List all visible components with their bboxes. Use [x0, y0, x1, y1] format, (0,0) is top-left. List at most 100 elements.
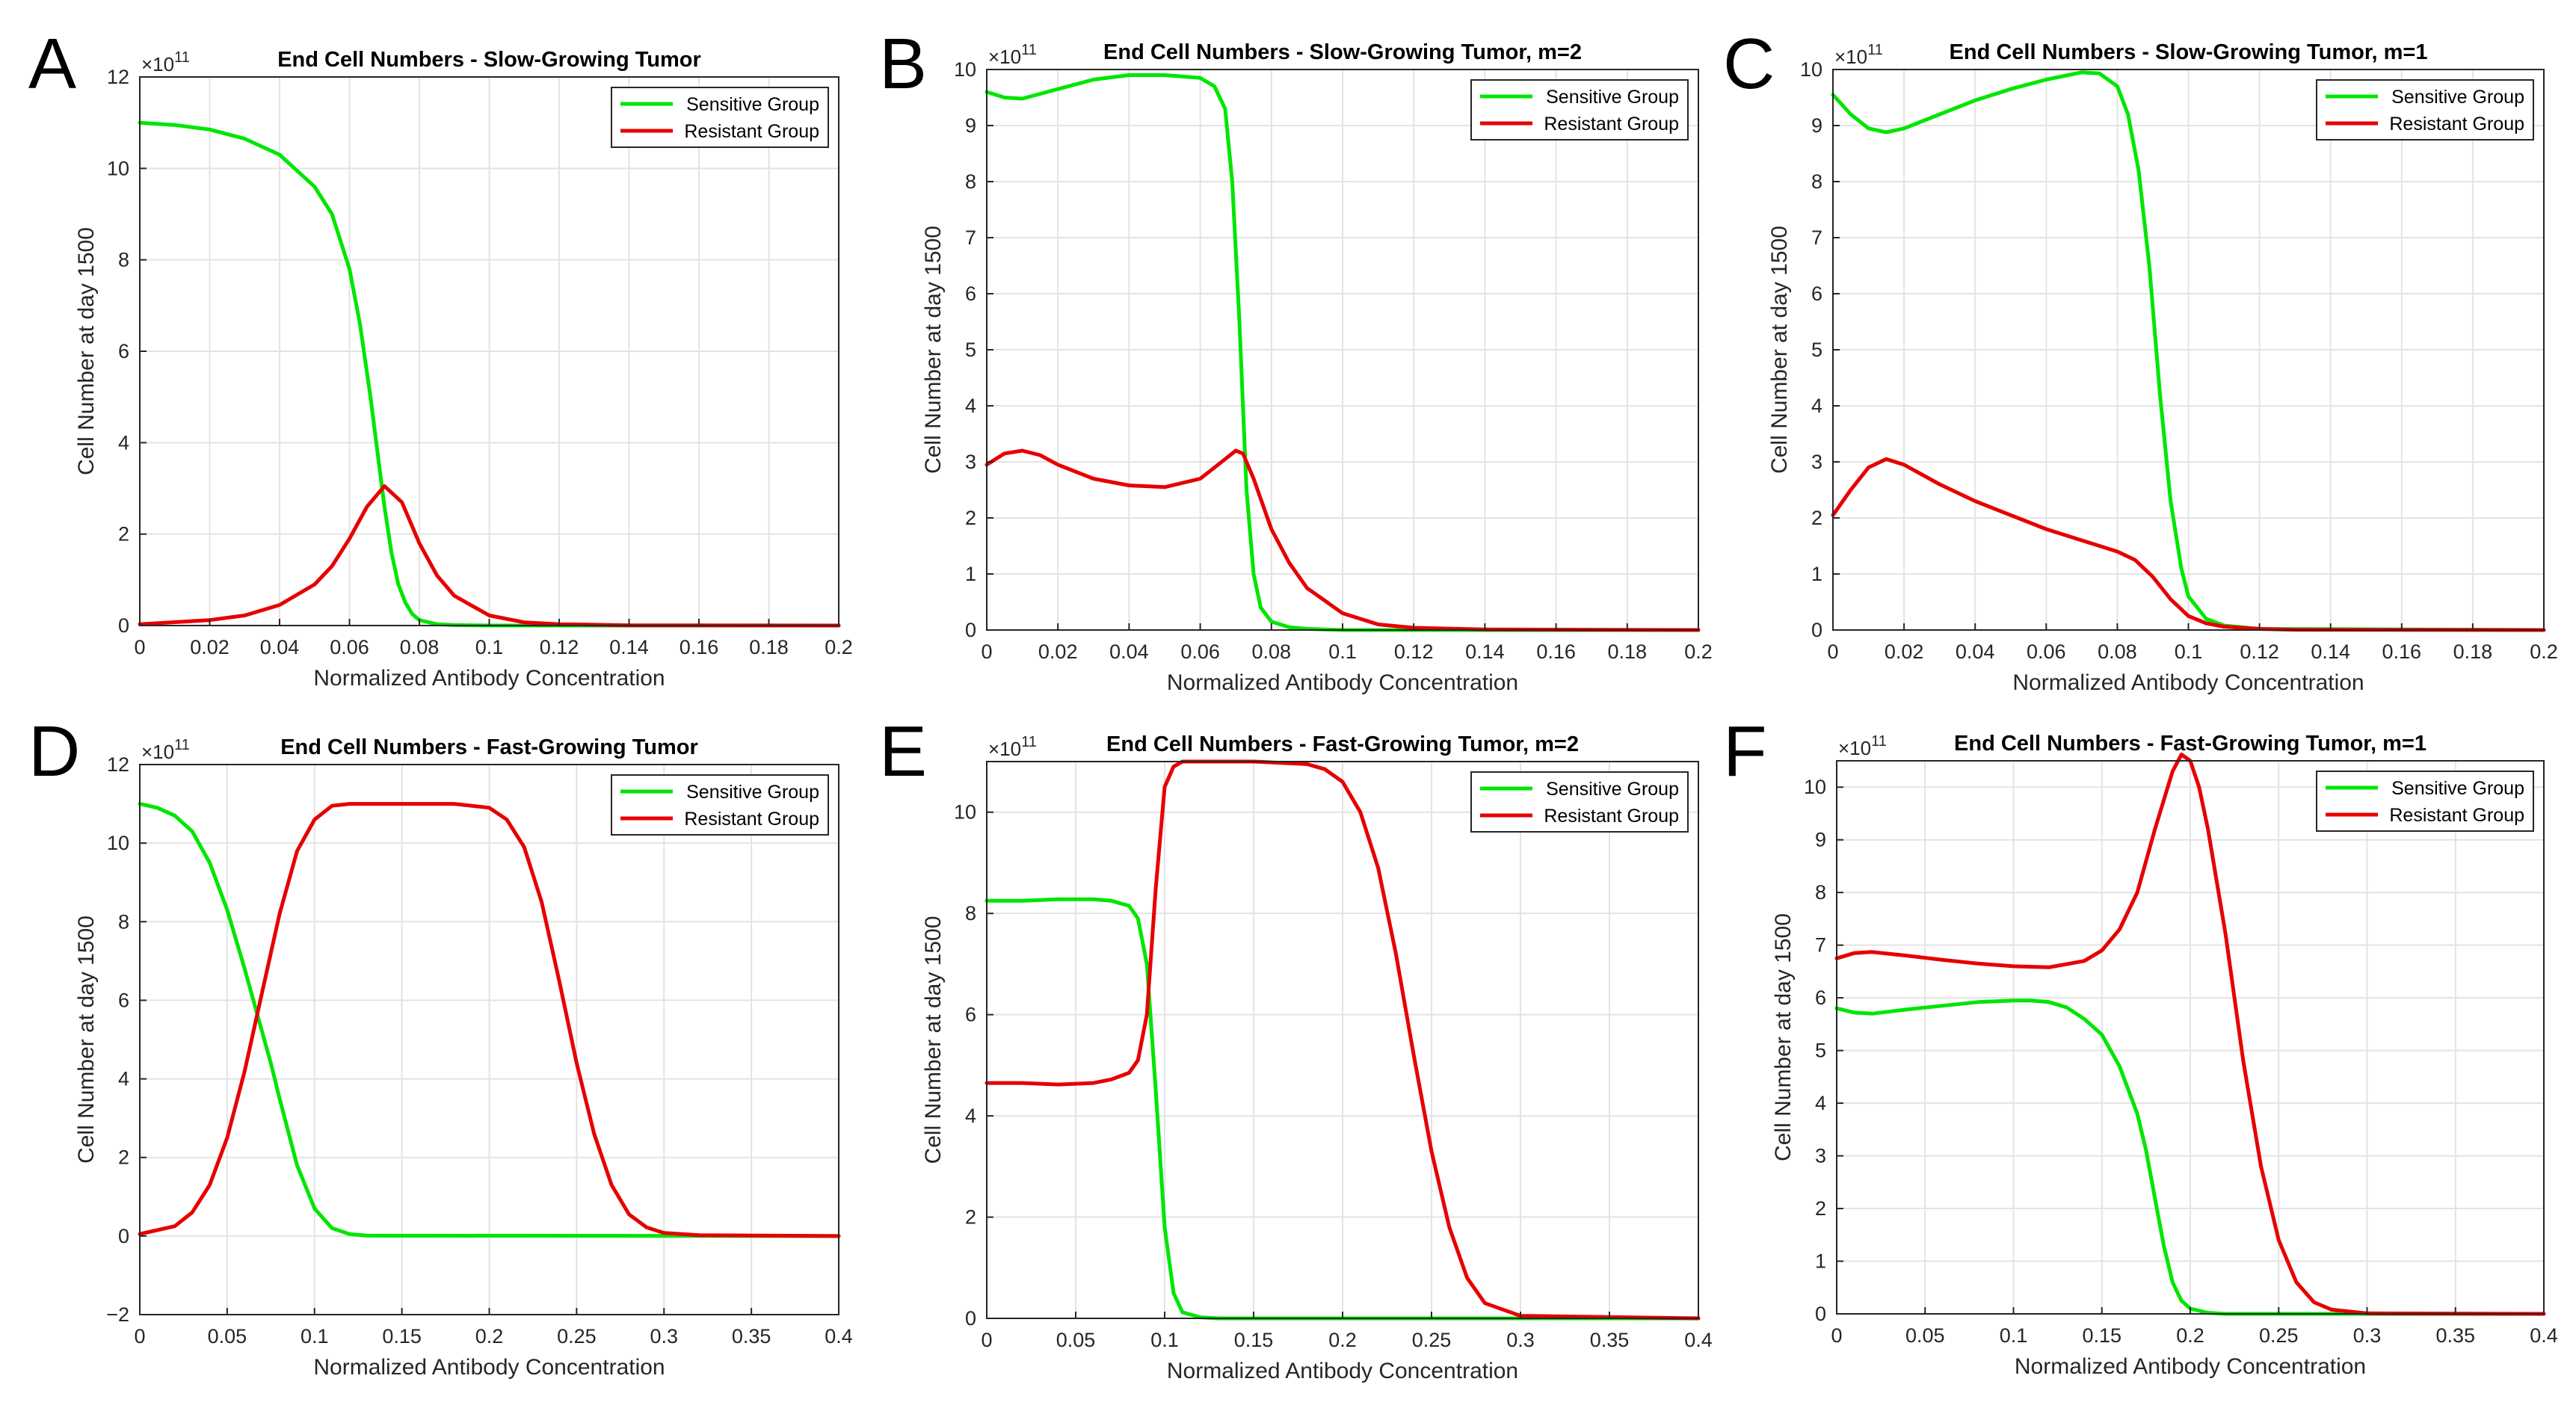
legend-entry-sensitive: Sensitive Group	[1546, 87, 1679, 108]
y-tick-label: 8	[118, 910, 129, 933]
y-tick-label: 4	[965, 1105, 976, 1127]
legend: Sensitive Group Resistant Group	[611, 87, 829, 148]
y-tick-label: 2	[965, 507, 976, 529]
legend-entry-resistant: Resistant Group	[2389, 114, 2524, 135]
x-tick-label: 0.04	[1956, 640, 1995, 663]
x-tick-label: 0.4	[2530, 1324, 2558, 1347]
y-tick-label: 8	[965, 902, 976, 924]
x-tick-label: 0.1	[2000, 1324, 2028, 1347]
y-tick-label: 12	[107, 753, 129, 776]
x-tick-label: 0.25	[557, 1325, 597, 1347]
x-tick-label: 0	[981, 640, 992, 663]
y-axis-label: Cell Number at day 1500	[921, 226, 946, 474]
x-tick-label: 0.15	[382, 1325, 422, 1347]
legend-box	[611, 87, 829, 148]
legend-entry-sensitive: Sensitive Group	[686, 782, 819, 803]
x-tick-label: 0.15	[2082, 1324, 2121, 1347]
y-tick-label: 2	[1815, 1197, 1826, 1220]
legend: Sensitive Group Resistant Group	[1470, 79, 1689, 141]
x-tick-label: 0.12	[2240, 640, 2279, 663]
series-line-sensitive	[138, 120, 841, 628]
x-tick-label: 0.14	[1465, 640, 1505, 663]
exponent-base: ×10	[988, 738, 1021, 760]
y-tick-label: 10	[954, 58, 976, 81]
x-tick-label: 0.35	[2435, 1324, 2475, 1347]
x-tick-label: 0.06	[330, 636, 369, 658]
series-line-resistant	[138, 802, 841, 1238]
legend-box	[611, 774, 829, 836]
y-tick-label: 10	[1804, 776, 1826, 798]
x-tick-label: 0	[1831, 1324, 1842, 1347]
y-tick-label: 6	[965, 1004, 976, 1026]
x-tick-label: 0.14	[2311, 640, 2350, 663]
panel-letter: B	[879, 24, 927, 104]
x-tick-label: 0.35	[1590, 1329, 1630, 1351]
x-tick-label: 0.06	[1180, 640, 1220, 663]
y-tick-label: 9	[965, 114, 976, 137]
x-tick-label: 0.2	[1684, 640, 1713, 663]
x-tick-label: 0.05	[1056, 1329, 1096, 1351]
y-tick-label: 5	[965, 339, 976, 361]
chart-title: End Cell Numbers - Slow-Growing Tumor, m…	[1950, 40, 2428, 64]
x-tick-label: 0.18	[1608, 640, 1648, 663]
y-tick-label: 10	[107, 157, 129, 179]
y-tick-label: 8	[965, 170, 976, 193]
x-tick-label: 0.16	[2382, 640, 2422, 663]
y-axis-label: Cell Number at day 1500	[1767, 226, 1792, 474]
x-tick-label: 0.1	[2175, 640, 2203, 663]
legend: Sensitive Group Resistant Group	[2316, 771, 2534, 832]
x-tick-label: 0.14	[609, 636, 649, 658]
exponent-base: ×10	[988, 46, 1021, 68]
legend-entry-sensitive: Sensitive Group	[686, 94, 819, 115]
x-tick-label: 0.08	[1252, 640, 1292, 663]
panel-letter: E	[879, 711, 927, 791]
x-tick-label: 0.12	[1394, 640, 1434, 663]
y-tick-label: 10	[107, 832, 129, 854]
exponent-power: 11	[174, 49, 190, 66]
y-tick-label: 10	[954, 801, 976, 824]
y-tick-label: 8	[1811, 170, 1822, 193]
exponent-power: 11	[1021, 42, 1037, 58]
y-tick-label: 7	[965, 226, 976, 249]
y-tick-label: 8	[1815, 881, 1826, 904]
x-tick-label: 0.3	[650, 1325, 678, 1347]
y-tick-label: 6	[965, 283, 976, 305]
x-axis-label: Normalized Antibody Concentration	[2012, 670, 2364, 695]
x-tick-label: 0.3	[1506, 1329, 1535, 1351]
legend: Sensitive Group Resistant Group	[2316, 79, 2534, 141]
exponent-base: ×10	[141, 741, 174, 763]
x-tick-label: 0.18	[749, 636, 789, 658]
chart-panel-f: F 0 0.05 0.1 0.15 0.2 0.25 0.3 0.35 0.4 0 1 2 3 4 5 6 7 8 9…	[1723, 711, 2558, 1379]
y-tick-label: 10	[1800, 58, 1822, 81]
x-tick-label: 0.1	[301, 1325, 329, 1347]
y-tick-label: 6	[118, 989, 129, 1011]
y-axis-label: Cell Number at day 1500	[74, 227, 99, 475]
y-tick-label: 2	[118, 523, 129, 546]
y-tick-label: 5	[1815, 1040, 1826, 1062]
x-tick-label: 0.2	[825, 636, 853, 658]
x-axis-label: Normalized Antibody Concentration	[1167, 1359, 1518, 1383]
chart-title: End Cell Numbers - Fast-Growing Tumor	[280, 735, 698, 759]
x-tick-label: 0.2	[475, 1325, 504, 1347]
x-tick-label: 0.25	[1412, 1329, 1452, 1351]
series-line-sensitive	[138, 802, 841, 1238]
legend-box	[1470, 79, 1689, 141]
y-tick-label: 0	[965, 1307, 976, 1330]
x-tick-label: 0	[981, 1329, 992, 1351]
panel-letter: A	[28, 24, 76, 104]
x-tick-label: 0.02	[190, 636, 229, 658]
legend-box	[2316, 771, 2534, 832]
y-tick-label: 4	[118, 1068, 129, 1090]
chart-panel-d: D0 0.05 0.1 0.15 0.2 0.25 0.3 0.35 0.4−202468101…	[28, 711, 853, 1380]
x-tick-label: 0.08	[400, 636, 440, 658]
chart-title: End Cell Numbers - Fast-Growing Tumor, m…	[1954, 732, 2426, 756]
y-tick-label: 1	[1815, 1250, 1826, 1273]
exponent-power: 11	[174, 737, 190, 753]
x-tick-label: 0	[1827, 640, 1838, 663]
y-tick-label: 8	[118, 249, 129, 271]
y-tick-label: 0	[118, 614, 129, 637]
x-tick-label: 0	[134, 636, 145, 658]
x-tick-label: 0.08	[2098, 640, 2137, 663]
exponent-label: ×1011	[141, 49, 190, 75]
